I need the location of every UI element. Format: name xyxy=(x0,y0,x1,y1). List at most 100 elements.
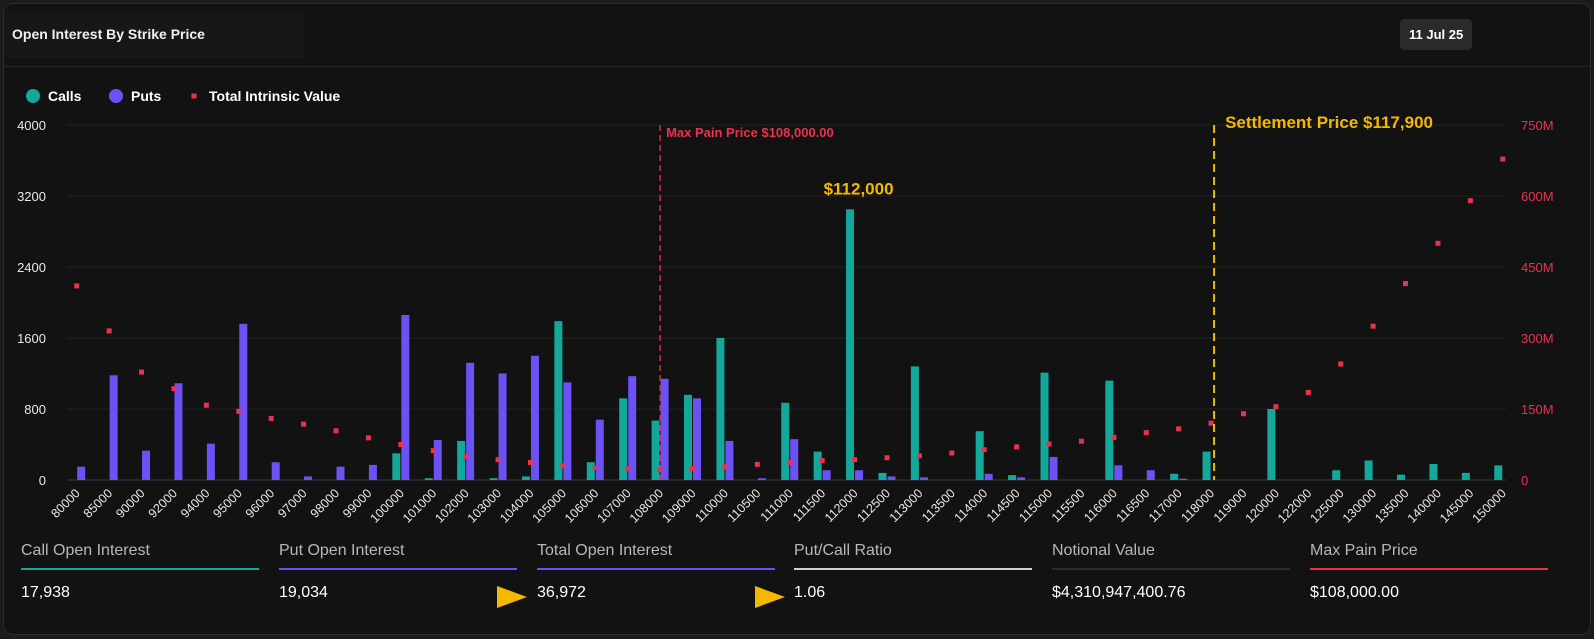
x-tick-label: 97000 xyxy=(275,486,310,521)
put-bar xyxy=(77,466,86,480)
legend-label: Puts xyxy=(131,88,162,104)
intrinsic-value-point xyxy=(690,466,696,472)
x-tick-label: 112000 xyxy=(822,486,861,525)
put-bar xyxy=(628,376,637,480)
legend-label: Total Intrinsic Value xyxy=(209,88,340,104)
intrinsic-value-point xyxy=(981,447,987,453)
intrinsic-value-point xyxy=(949,450,955,456)
call-bar xyxy=(489,478,498,480)
put-bar xyxy=(887,476,896,480)
x-tick-label: 92000 xyxy=(146,486,181,521)
call-bar xyxy=(619,398,628,480)
intrinsic-value-point xyxy=(1208,420,1214,426)
x-tick-label: 107000 xyxy=(594,486,633,525)
x-tick-label: 106000 xyxy=(562,486,601,525)
intrinsic-value-point xyxy=(787,459,793,465)
x-tick-label: 114500 xyxy=(984,486,1023,525)
call-bar xyxy=(1332,470,1341,480)
put-bar xyxy=(595,419,604,480)
intrinsic-value-point xyxy=(495,457,501,463)
y-left-tick-label: 0 xyxy=(39,473,46,488)
intrinsic-value-point xyxy=(203,402,209,408)
intrinsic-value-point xyxy=(139,369,145,375)
call-bar xyxy=(586,462,595,480)
put-bar xyxy=(919,477,928,480)
y-right-tick-label: 600M xyxy=(1521,189,1554,204)
intrinsic-value-point xyxy=(1176,426,1182,432)
x-tick-label: 109000 xyxy=(659,486,698,525)
stat-total-open-interest: Total Open Interest 36,972 xyxy=(537,542,775,602)
call-bar xyxy=(457,440,466,480)
intrinsic-value-point xyxy=(1111,434,1117,440)
intrinsic-value-point xyxy=(106,328,112,334)
stat-value: 19,034 xyxy=(279,584,328,601)
call-bar xyxy=(1461,472,1470,480)
put-bar xyxy=(304,476,313,480)
stat-value: 36,972 xyxy=(537,584,586,601)
put-bar xyxy=(855,470,864,480)
intrinsic-value-point xyxy=(74,283,80,289)
put-bar xyxy=(822,470,831,480)
intrinsic-value-point xyxy=(236,408,242,414)
x-tick-label: 114000 xyxy=(952,486,991,525)
stat-underline xyxy=(21,568,259,570)
x-tick-label: 102000 xyxy=(432,486,471,525)
legend-marker xyxy=(191,93,197,99)
put-bar xyxy=(660,378,669,480)
stat-notional-value: Notional Value $4,310,947,400.76 xyxy=(1052,542,1290,602)
put-bar xyxy=(368,464,377,480)
x-tick-label: 119000 xyxy=(1211,486,1250,525)
x-tick-label: 110000 xyxy=(692,486,731,525)
x-tick-label: 105000 xyxy=(530,486,569,525)
call-bar xyxy=(1105,380,1114,480)
legend-label: Calls xyxy=(48,88,82,104)
call-bar xyxy=(1040,372,1049,480)
put-bar xyxy=(1114,465,1123,480)
intrinsic-value-point xyxy=(1338,361,1344,367)
put-bar xyxy=(757,478,766,480)
intrinsic-value-point xyxy=(171,386,177,392)
call-bar xyxy=(684,394,693,480)
date-selector-button[interactable]: 11 Jul 25 xyxy=(1400,19,1472,50)
stat-label: Put/Call Ratio xyxy=(794,542,892,559)
call-bar xyxy=(1397,474,1406,480)
call-bar xyxy=(392,453,401,480)
x-tick-label: 98000 xyxy=(308,486,343,521)
put-bar xyxy=(174,383,183,480)
x-tick-label: 113000 xyxy=(887,486,926,525)
stat-put-open-interest: Put Open Interest 19,034 xyxy=(279,542,517,602)
intrinsic-value-point xyxy=(527,459,533,465)
put-bar xyxy=(1049,456,1058,480)
put-bar xyxy=(725,440,734,480)
call-bar xyxy=(1364,460,1373,480)
x-tick-label: 150000 xyxy=(1469,486,1508,525)
x-tick-label: 120000 xyxy=(1243,486,1282,525)
call-bar xyxy=(554,321,563,480)
call-bar xyxy=(813,451,822,480)
put-bar xyxy=(271,462,280,480)
stat-put-call-ratio: Put/Call Ratio 1.06 xyxy=(794,542,1032,602)
x-tick-label: 90000 xyxy=(113,486,148,521)
put-bar xyxy=(336,466,345,480)
y-left-tick-label: 4000 xyxy=(17,118,46,133)
x-tick-label: 115500 xyxy=(1049,486,1088,525)
stat-value: $4,310,947,400.76 xyxy=(1052,584,1186,601)
y-right-tick-label: 750M xyxy=(1521,118,1554,133)
call-bar xyxy=(975,431,984,480)
y-left-tick-label: 2400 xyxy=(17,260,46,275)
stat-underline xyxy=(279,568,517,570)
put-bar xyxy=(1179,478,1188,480)
intrinsic-value-point xyxy=(430,448,436,454)
x-tick-label: 113500 xyxy=(919,486,958,525)
stat-call-open-interest: Call Open Interest 17,938 xyxy=(21,542,259,602)
call-bar xyxy=(781,402,790,480)
put-bar xyxy=(466,362,475,480)
call-bar xyxy=(521,476,530,480)
panel-title: Open Interest By Strike Price xyxy=(12,26,205,42)
arrow-icon xyxy=(755,586,785,608)
intrinsic-value-point xyxy=(398,442,404,447)
intrinsic-value-point xyxy=(1240,411,1246,417)
put-bar xyxy=(239,323,248,480)
stat-value: $108,000.00 xyxy=(1310,584,1399,601)
settlement-label: Settlement Price $117,900 xyxy=(1225,113,1433,132)
